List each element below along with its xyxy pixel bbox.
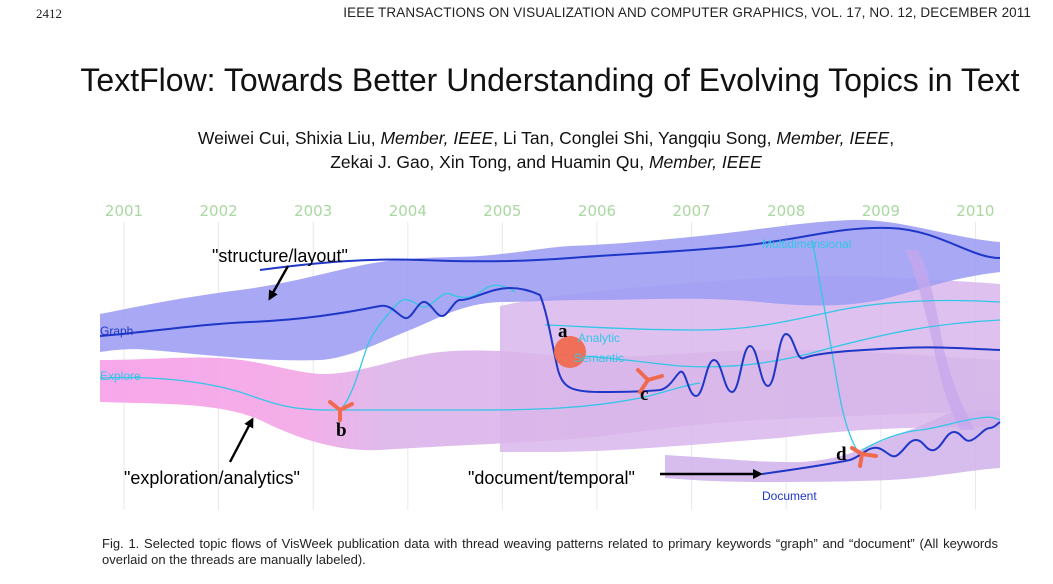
year-label-2001: 2001 xyxy=(105,202,143,220)
author-segment: Member, IEEE xyxy=(776,128,890,148)
figure-caption: Fig. 1. Selected topic flows of VisWeek … xyxy=(102,536,998,567)
journal-header: IEEE TRANSACTIONS ON VISUALIZATION AND C… xyxy=(343,5,1031,20)
pink-flow-explore xyxy=(100,349,1000,451)
author-line-1: Weiwei Cui, Shixia Liu, Member, IEEE, Li… xyxy=(0,128,1053,149)
author-segment: , Li Tan, Conglei Shi, Yangqiu Song, xyxy=(493,128,777,148)
annotation-structure-layout: "structure/layout" xyxy=(212,246,348,266)
author-line-2: Zekai J. Gao, Xin Tong, and Huamin Qu, M… xyxy=(0,152,1053,173)
year-label-2002: 2002 xyxy=(200,202,238,220)
annotation-document-temporal: "document/temporal" xyxy=(468,468,635,488)
label-semantic: Semantic xyxy=(574,351,624,365)
annotation-exploration-analytics: "exploration/analytics" xyxy=(124,468,300,488)
marker-letter-a: a xyxy=(558,321,568,342)
paper-title: TextFlow: Towards Better Understanding o… xyxy=(80,62,1020,98)
arrow-exploration xyxy=(228,417,254,463)
event-marker-c-fork xyxy=(636,368,664,394)
author-segment: , xyxy=(889,128,895,148)
lilac-flow-document xyxy=(665,388,1000,482)
lilac-flow-merge xyxy=(905,250,975,430)
year-label-2004: 2004 xyxy=(389,202,427,220)
label-graph: Graph xyxy=(100,324,133,338)
label-explore: Explore xyxy=(100,369,141,383)
label-multidimensional: Multidimensional xyxy=(762,237,851,251)
event-marker-b-fork xyxy=(328,400,354,422)
year-label-2009: 2009 xyxy=(862,202,900,220)
author-segment: Member, IEEE xyxy=(648,152,762,172)
label-document: Document xyxy=(762,489,817,503)
marker-letter-b: b xyxy=(336,420,347,441)
year-label-2003: 2003 xyxy=(294,202,332,220)
author-segment: Weiwei Cui, Shixia Liu, xyxy=(197,128,381,148)
page-number: 2412 xyxy=(36,6,62,21)
arrow-structure xyxy=(268,265,290,301)
light-threads xyxy=(99,239,1001,453)
year-label-2008: 2008 xyxy=(767,202,805,220)
label-analytic: Analytic xyxy=(578,331,620,345)
event-marker-a-circle xyxy=(554,336,586,368)
author-segment: Zekai J. Gao, Xin Tong, and Huamin Qu, xyxy=(330,152,649,172)
year-label-2007: 2007 xyxy=(673,202,711,220)
marker-letter-c: c xyxy=(640,384,648,405)
marker-letter-d: d xyxy=(836,444,847,465)
blue-flow-graph xyxy=(100,219,1000,361)
dark-threads xyxy=(99,226,1001,475)
year-label-2010: 2010 xyxy=(956,202,994,220)
event-marker-d-fork xyxy=(850,446,878,468)
year-label-2006: 2006 xyxy=(578,202,616,220)
year-label-2005: 2005 xyxy=(483,202,521,220)
author-segment: Member, IEEE xyxy=(380,128,494,148)
